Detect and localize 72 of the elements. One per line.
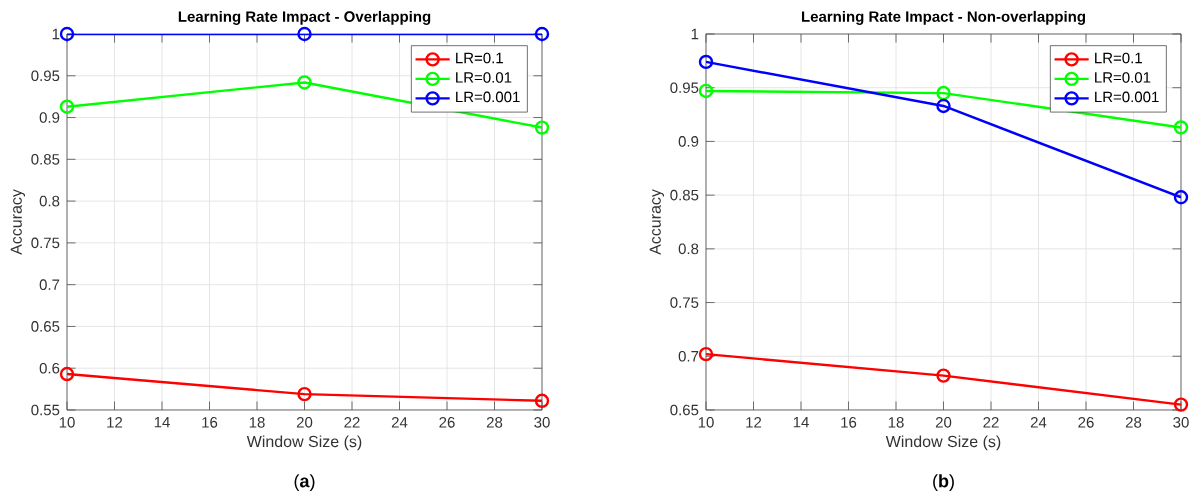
legend-label: LR=0.1 — [1095, 52, 1142, 64]
point — [59, 366, 75, 382]
legend-label: LR=0.01 — [1095, 72, 1151, 83]
x-axis-title: Window Size (s) — [885, 435, 1001, 451]
x-axis-title: Window Size (s) — [246, 435, 362, 451]
point — [936, 98, 951, 114]
point — [534, 393, 550, 408]
y-tick-label: 0.8 — [678, 243, 699, 255]
text: (b) — [933, 474, 954, 491]
point — [936, 85, 951, 101]
point — [1173, 397, 1189, 412]
point — [936, 368, 951, 383]
x-tick-label: 22 — [983, 417, 999, 428]
point — [1173, 120, 1189, 135]
y-axis-title: Accuracy — [10, 189, 26, 255]
y-tick-label: 0.65 — [31, 321, 60, 332]
point — [1173, 190, 1189, 205]
point — [59, 26, 75, 42]
y-axis-title: Accuracy — [649, 189, 665, 255]
y-tick-label: 0.75 — [670, 297, 699, 308]
x-tick-label: 22 — [344, 417, 360, 428]
y-tick-label: 1 — [52, 28, 60, 40]
x-tick-label: 14 — [154, 417, 170, 428]
legend-label: LR=0.01 — [456, 72, 512, 83]
legend-label: LR=0.001 — [1095, 91, 1159, 103]
x-tick-label: 20 — [296, 417, 313, 428]
y-tick-label: 0.8 — [39, 195, 60, 207]
y-tick-label: 0.75 — [31, 237, 60, 249]
y-tick-label: 0.85 — [670, 189, 699, 201]
y-tick-label: 0.9 — [39, 112, 60, 123]
point — [297, 26, 312, 42]
point — [534, 120, 550, 135]
point — [59, 99, 75, 114]
legend-label: LR=0.001 — [456, 91, 520, 103]
x-tick-label: 16 — [841, 417, 857, 428]
y-tick-label: 0.9 — [678, 136, 699, 147]
x-tick-label: 30 — [1173, 417, 1189, 428]
x-tick-label: 12 — [107, 417, 123, 428]
point — [698, 346, 714, 362]
point — [297, 75, 312, 90]
x-tick-label: 28 — [1125, 417, 1142, 428]
x-tick-label: 10 — [59, 417, 75, 428]
y-tick-label: 0.85 — [31, 154, 60, 165]
y-tick-label: 1 — [691, 28, 699, 40]
x-tick-label: 24 — [1030, 417, 1047, 428]
y-tick-label: 0.7 — [678, 350, 699, 362]
x-tick-label: 20 — [935, 417, 952, 428]
x-tick-label: 30 — [534, 417, 550, 428]
y-tick-label: 0.55 — [31, 404, 60, 416]
y-tick-label: 0.95 — [31, 70, 60, 82]
point — [297, 386, 312, 402]
x-tick-label: 10 — [698, 417, 714, 428]
y-tick-label: 0.65 — [670, 404, 699, 416]
x-tick-label: 28 — [486, 417, 503, 428]
legend-label: LR=0.1 — [456, 52, 503, 64]
y-tick-label: 0.95 — [670, 82, 699, 94]
x-tick-label: 24 — [391, 417, 408, 428]
point — [534, 26, 550, 42]
point — [698, 54, 714, 70]
point — [698, 83, 714, 99]
x-tick-label: 26 — [439, 417, 455, 428]
chart-title: Learning Rate Impact - Non-overlapping — [801, 10, 1085, 25]
text: (a) — [294, 474, 315, 491]
x-tick-label: 12 — [746, 417, 762, 428]
y-tick-label: 0.7 — [39, 279, 60, 290]
y-tick-label: 0.6 — [39, 362, 60, 374]
x-tick-label: 18 — [888, 417, 904, 428]
x-tick-label: 26 — [1078, 417, 1094, 428]
x-tick-label: 16 — [202, 417, 218, 428]
chart-title: Learning Rate Impact - Overlapping — [178, 10, 431, 25]
x-tick-label: 14 — [793, 417, 809, 428]
x-tick-label: 18 — [249, 417, 265, 428]
